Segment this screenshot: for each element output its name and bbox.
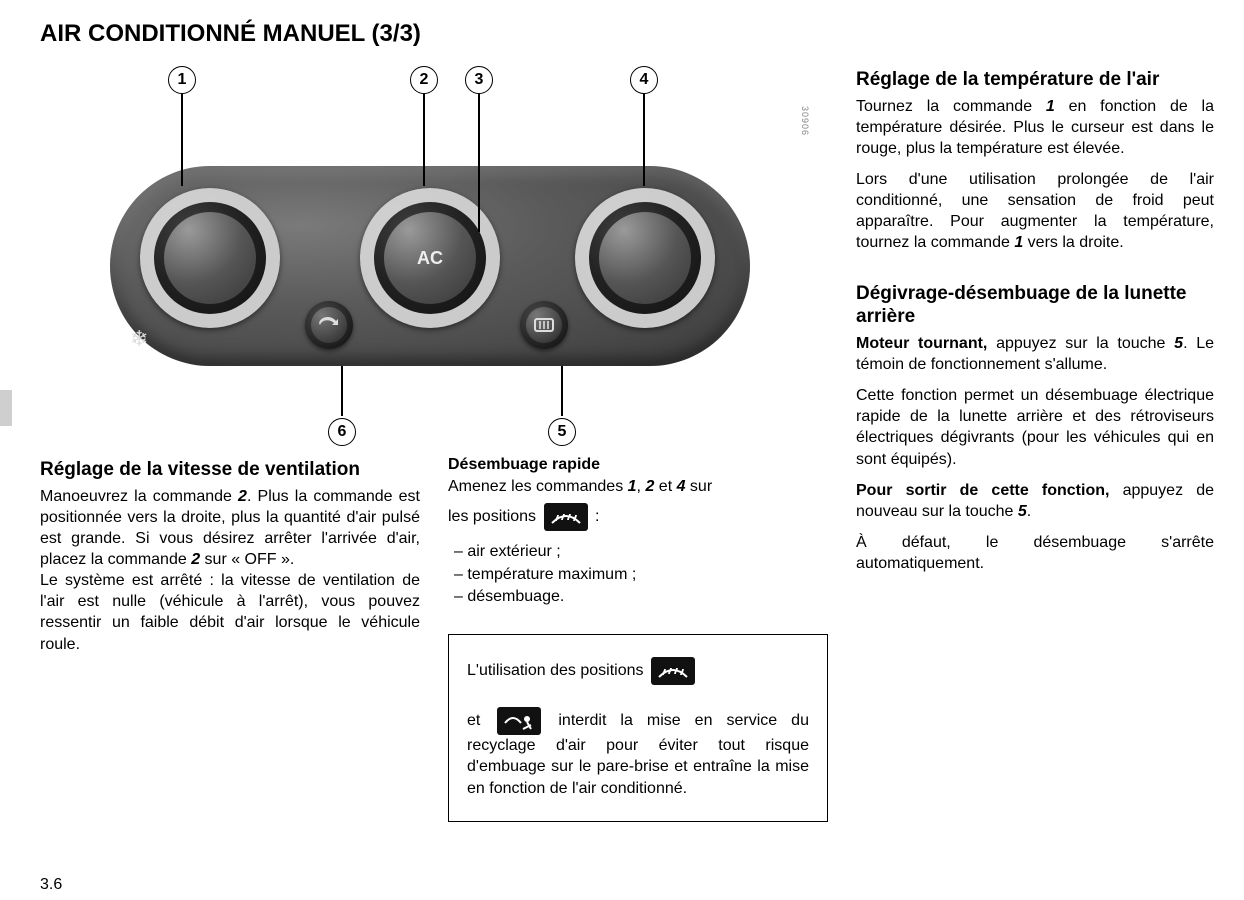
quick-demist-list: air extérieur ; température maximum ; dé… [448,541,828,608]
photo-credit: 30906 [800,106,810,136]
temperature-heading: Réglage de la température de l'air [856,68,1214,92]
list-item: désembuage. [454,586,828,608]
temperature-para2: Lors d'une utilisation prolongée de l'ai… [856,169,1214,253]
foot-windshield-icon [497,707,541,735]
quick-demist-heading: Désembuage rapide [448,456,828,474]
page-number: 3.6 [40,876,62,894]
air-distribution-dial [575,188,715,328]
rear-defrost-para4: À défaut, le désembuage s'arrête automat… [856,532,1214,574]
quick-demist-lead: Amenez les commandes 1, 2 et 4 sur [448,476,828,497]
list-item: air extérieur ; [454,541,828,563]
rear-defrost-icon [532,313,556,337]
windshield-defrost-icon [651,657,695,685]
callout-6: 6 [328,366,356,446]
page-title: AIR CONDITIONNÉ MANUEL (3/3) [40,20,1214,48]
fan-speed-para1: Manoeuvrez la commande 2. Plus la comman… [40,486,420,570]
list-item: température maximum ; [454,564,828,586]
defrost-glyph: ❄ [130,326,148,352]
callout-2: 2 [410,66,438,186]
rear-defrost-button [520,301,568,349]
ac-panel-diagram: ❄ 1 2 3 4 5 6 30906 [30,66,810,456]
temperature-dial [140,188,280,328]
rear-defrost-para1: Moteur tournant, appuyez sur la touche 5… [856,333,1214,375]
recirculation-button [305,301,353,349]
warning-note: L'utilisation des positions et interdit … [448,634,828,822]
recirculation-icon [317,313,341,337]
callout-3: 3 [465,66,493,232]
temperature-para1: Tournez la commande 1 en fonction de la … [856,96,1214,159]
rear-defrost-para2: Cette fonction permet un désembuage élec… [856,385,1214,469]
callout-4: 4 [630,66,658,186]
fan-speed-heading: Réglage de la vitesse de ventilation [40,458,420,482]
rear-defrost-para3: Pour sortir de cette fonction, appuyez d… [856,480,1214,522]
callout-5: 5 [548,366,576,446]
quick-demist-positions: les positions : [448,503,828,531]
windshield-defrost-icon [544,503,588,531]
fan-speed-para2: Le système est arrêté : la vitesse de ve… [40,570,420,654]
callout-1: 1 [168,66,196,186]
rear-defrost-heading: Dégivrage-désembuage de la lunette arriè… [856,282,1214,330]
page-side-tab [0,390,12,426]
hvac-panel: ❄ [110,166,750,366]
